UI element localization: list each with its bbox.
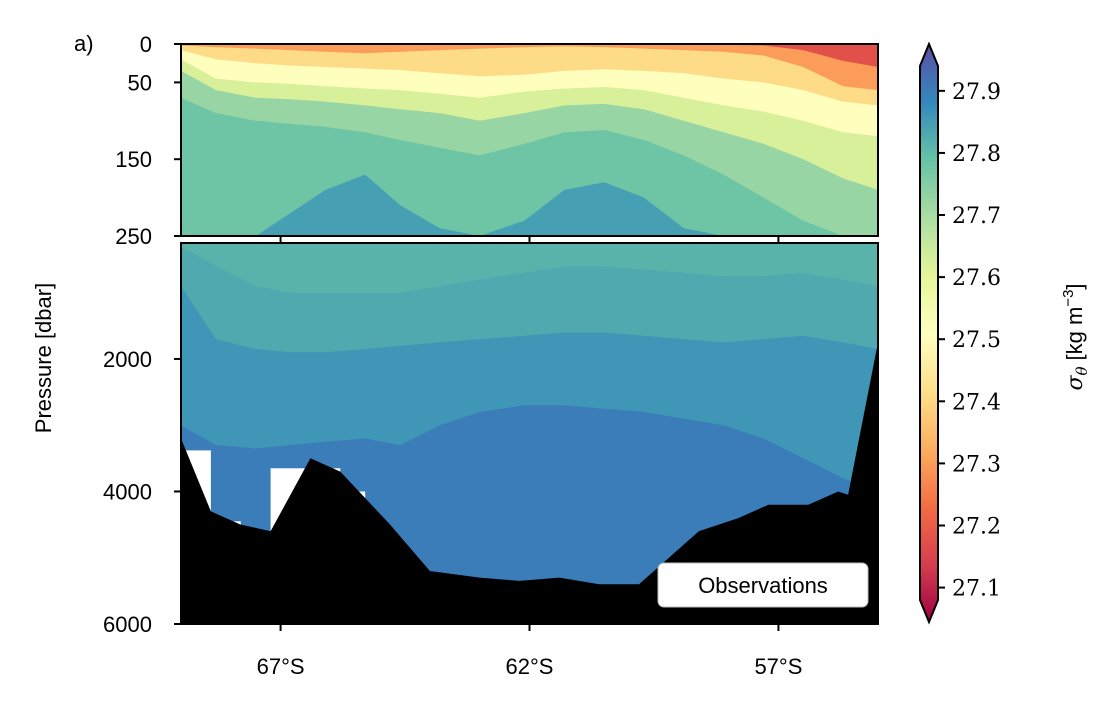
colorbar-tick-label: 27.8 xyxy=(952,142,1001,167)
colorbar-tick-label: 27.9 xyxy=(952,80,1001,105)
deep-y-tick-label: 4000 xyxy=(103,479,152,504)
colorbar-tick-label: 27.1 xyxy=(952,577,1001,602)
deep-y-tick-label: 6000 xyxy=(103,612,152,637)
colorbar-tick-label: 27.2 xyxy=(952,514,1001,539)
colorbar-bar xyxy=(919,41,939,625)
x-tick-label: 57°S xyxy=(754,654,802,679)
y-axis-title: Pressure [dbar] xyxy=(31,283,56,433)
colorbar-tick-label: 27.4 xyxy=(952,390,1001,415)
upper-sigma-layer-27.5 xyxy=(181,44,878,106)
upper-y-tick-label: 0 xyxy=(140,32,152,57)
colorbar: 27.1 27.2 27.3 27.4 27.5 27.6 27.7 27.8 27.9 σθ[… xyxy=(919,41,1091,625)
colorbar-tick-label: 27.7 xyxy=(952,204,1001,229)
observations-label: Observations xyxy=(698,573,828,598)
colorbar-tick-label: 27.5 xyxy=(952,328,1001,353)
observations-annotation: Observations xyxy=(657,562,869,608)
deep-ocean-panel: 2000 4000 6000 67°S 62°S 57°S xyxy=(103,236,879,679)
upper-ocean-panel: 0 50 150 250 xyxy=(115,32,879,249)
x-tick-label: 62°S xyxy=(506,654,554,679)
colorbar-tick-label: 27.6 xyxy=(952,266,1001,291)
deep-y-tick-label: 2000 xyxy=(103,347,152,372)
upper-y-tick-label: 250 xyxy=(115,224,152,249)
deep-sigma-layer-27.8 xyxy=(181,243,878,293)
x-tick-label: 67°S xyxy=(257,654,305,679)
upper-sigma-layer-27.3 xyxy=(181,44,878,67)
bathymetry xyxy=(181,342,878,624)
upper-y-tick-label: 150 xyxy=(115,147,152,172)
colorbar-title: σθ[kg m−3] xyxy=(1060,283,1091,390)
colorbar-tick-label: 27.3 xyxy=(952,452,1001,477)
upper-y-tick-label: 50 xyxy=(128,70,152,95)
panel-label: a) xyxy=(74,31,94,56)
